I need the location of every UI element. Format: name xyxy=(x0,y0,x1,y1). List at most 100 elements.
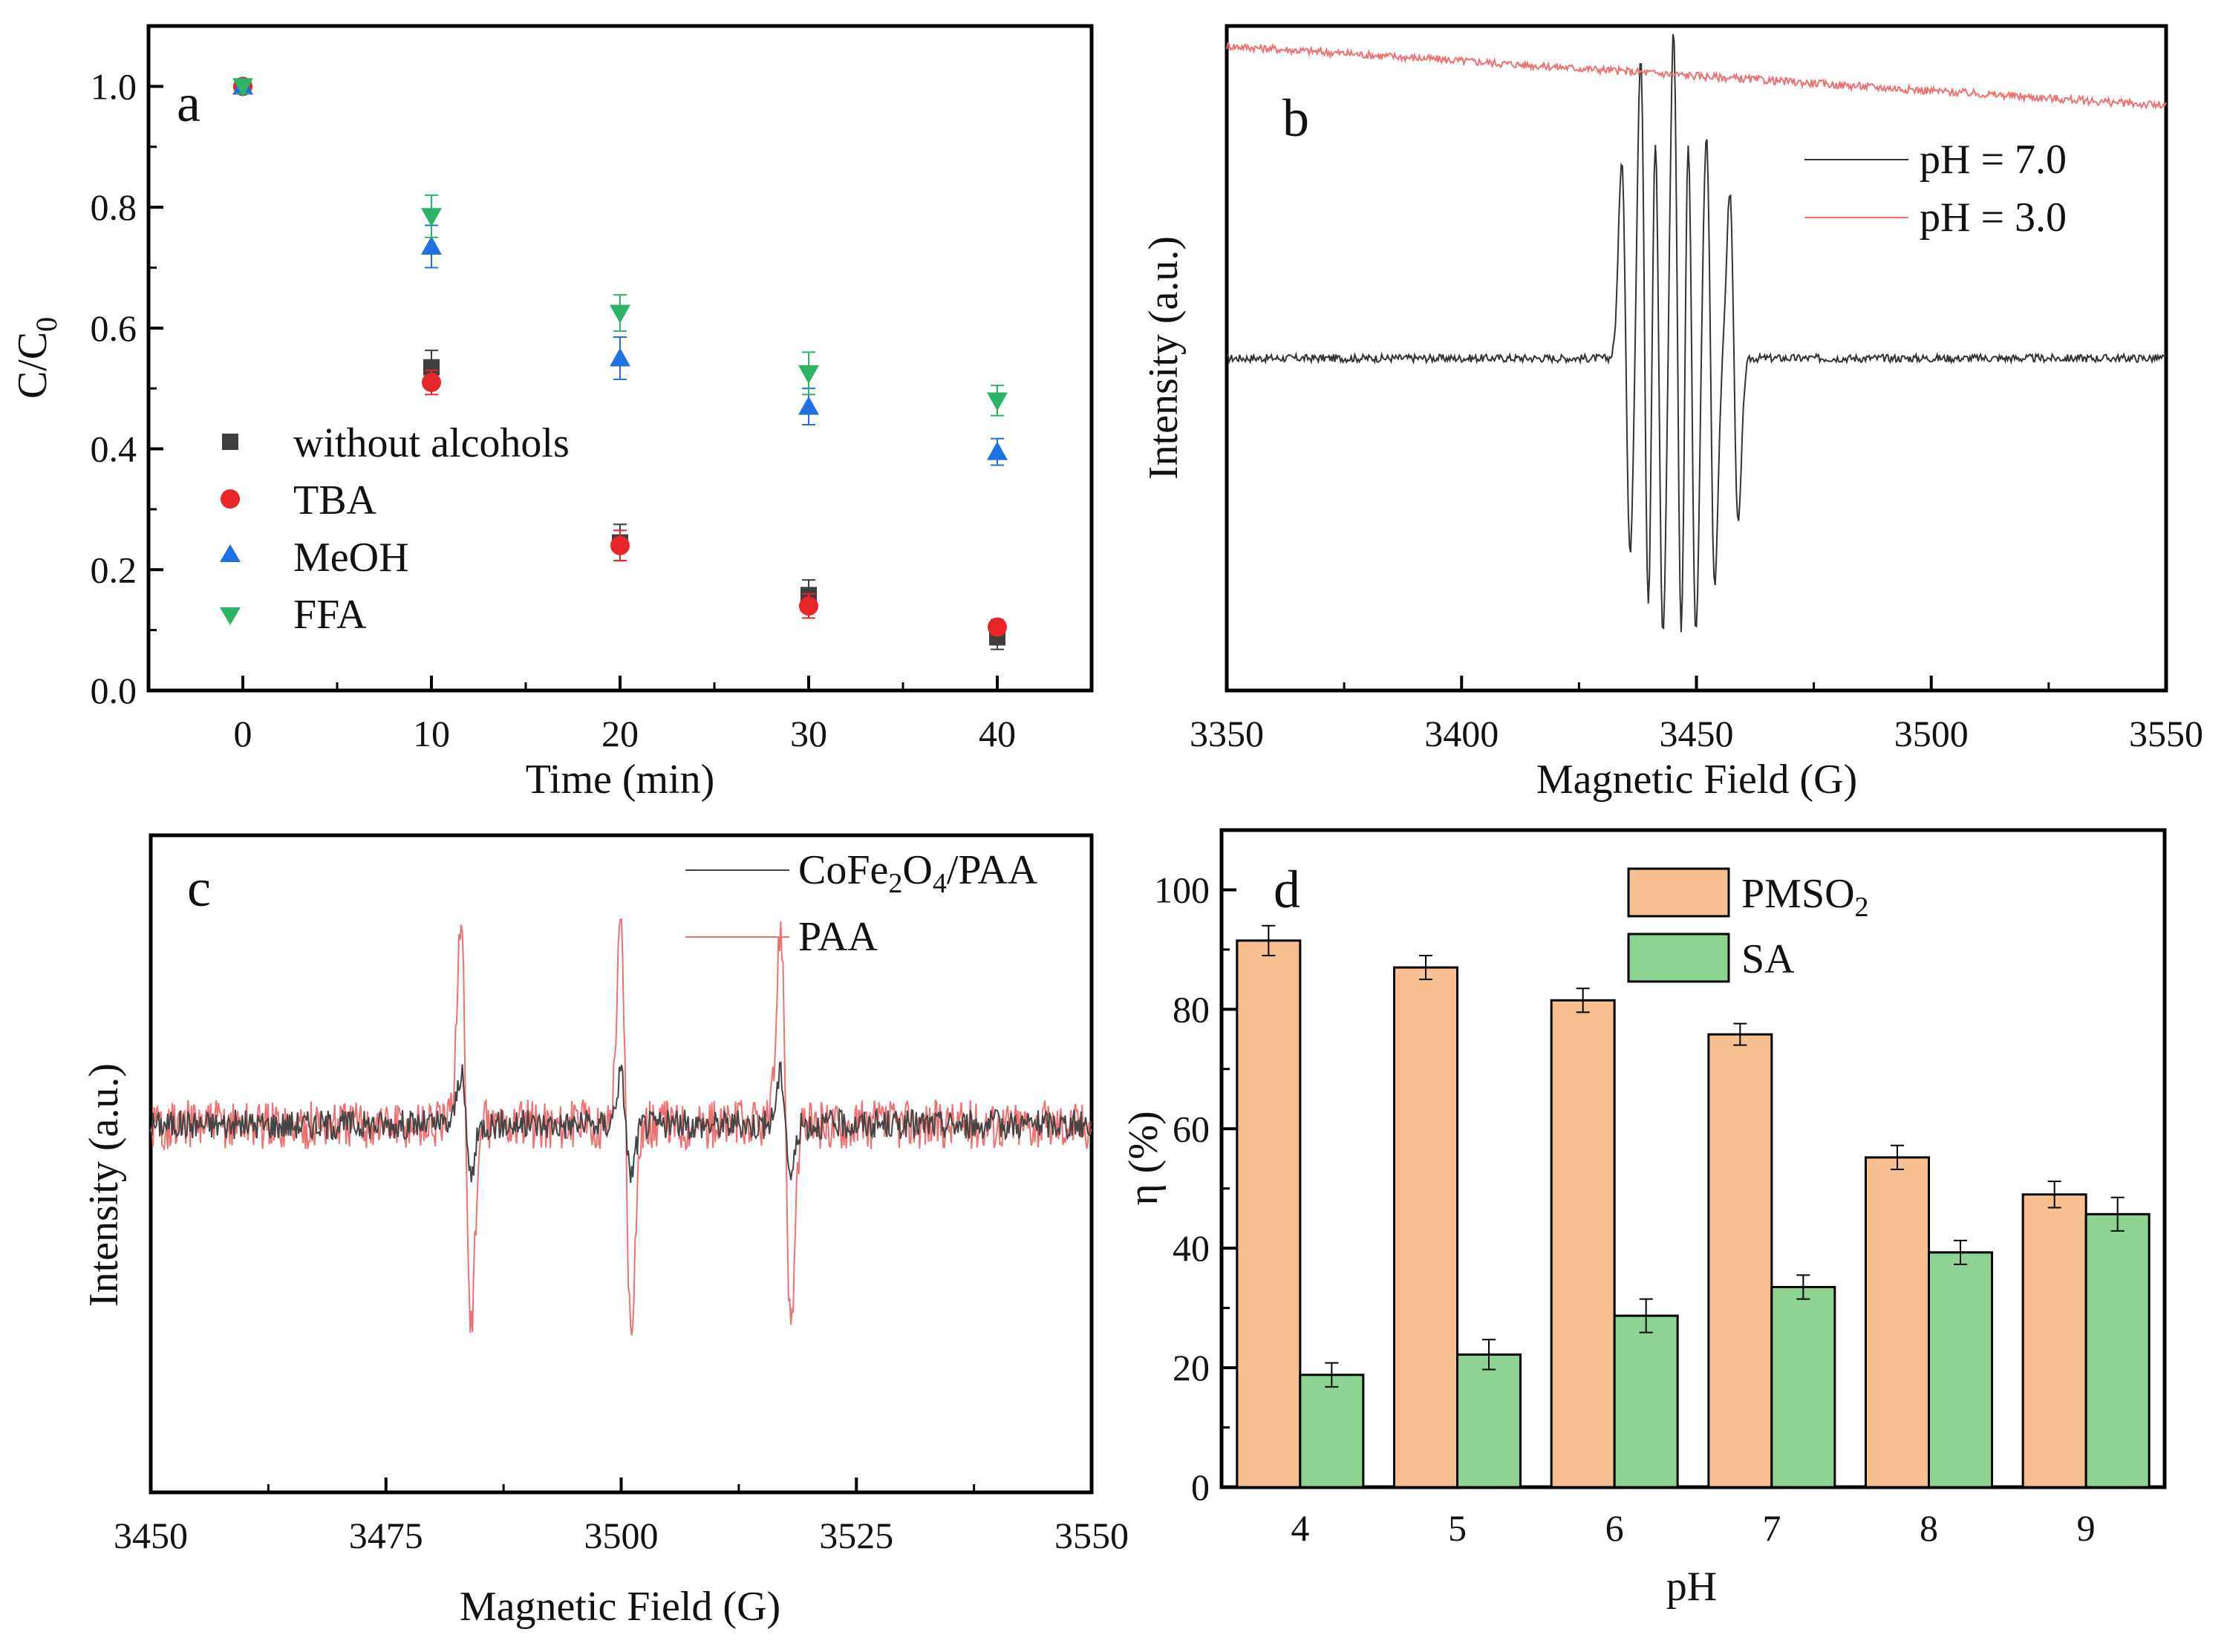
point-tba xyxy=(988,617,1007,637)
bar-pmso2 xyxy=(2021,1193,2087,1489)
x-axis-title-a: Time (min) xyxy=(526,757,715,803)
bar-pmso2 xyxy=(1865,1156,1930,1489)
x-tick-label-b: 3350 xyxy=(1190,713,1264,754)
x-tick-label-c: 3500 xyxy=(584,1515,659,1556)
x-tick-label-b: 3400 xyxy=(1424,713,1499,754)
legend-swatch-pmso2 xyxy=(1627,867,1730,918)
y-tick-label-d: 60 xyxy=(1173,1108,1210,1149)
y-axis-title-c: Intensity (a.u.) xyxy=(81,1063,127,1307)
x-tick-label-a: 0 xyxy=(234,713,252,754)
point-ffa xyxy=(610,304,630,324)
legend-label-ph7: pH = 7.0 xyxy=(1920,137,2067,183)
bar-pmso2 xyxy=(1550,999,1616,1489)
legend-marker-triangle-down xyxy=(220,607,241,625)
x-axis-title-b: Magnetic Field (G) xyxy=(1536,757,1857,803)
point-meoh xyxy=(798,396,819,415)
x-tick-label-d: 5 xyxy=(1448,1507,1467,1549)
legend-c: CoFe2O4/PAA PAA xyxy=(685,847,1038,960)
panel-letter-c: c xyxy=(187,858,211,918)
x-tick-label-a: 20 xyxy=(601,713,639,754)
bar-pmso2 xyxy=(1707,1033,1773,1489)
bar-pmso2 xyxy=(1236,939,1302,1489)
y-tick-label-a: 0.2 xyxy=(91,549,137,590)
legend-marker-square xyxy=(222,434,238,450)
y-tick-label-a: 0.8 xyxy=(91,186,137,228)
x-tick-label-a: 10 xyxy=(413,713,450,754)
bar-sa xyxy=(2084,1212,2151,1489)
plot-frame-c xyxy=(149,833,1094,1495)
legend-item-without-alcohols: without alcohols xyxy=(222,420,570,466)
point-ffa xyxy=(232,78,253,97)
bar-sa xyxy=(1928,1251,1993,1489)
point-ffa xyxy=(421,208,442,227)
y-tick-label-d: 20 xyxy=(1173,1347,1210,1388)
bar-pmso2 xyxy=(1393,966,1458,1489)
legend-marker-circle xyxy=(221,489,240,509)
plot-frame-d xyxy=(1219,828,2167,1489)
point-without-alcohols xyxy=(423,359,440,376)
point-meoh xyxy=(610,347,630,367)
spectrum-line-cofe2o4-paa xyxy=(150,1061,1092,1184)
legend-marker-triangle-up xyxy=(220,544,241,562)
point-tba xyxy=(610,535,630,555)
bar-sa xyxy=(1456,1353,1522,1489)
y-tick-label-a: 0.6 xyxy=(91,307,137,349)
bar-sa xyxy=(1770,1285,1836,1489)
legend-label-pmso2: PMSO2 xyxy=(1741,871,1869,923)
point-tba xyxy=(799,596,818,616)
y-tick-label-d: 80 xyxy=(1173,988,1210,1030)
legend-b: pH = 7.0 pH = 3.0 xyxy=(1804,137,2067,241)
bar-sa xyxy=(1299,1374,1365,1489)
y-tick-label-d: 0 xyxy=(1191,1466,1210,1508)
legend-label-sa: SA xyxy=(1741,936,1795,982)
x-tick-label-b: 3450 xyxy=(1660,713,1734,754)
x-axis-title-d: pH xyxy=(1666,1564,1717,1610)
panel-b: 3350 3400 3450 3500 3550 b Magnetic Field (G… xyxy=(1141,24,2203,803)
legend-label-ffa: FFA xyxy=(293,592,367,638)
y-axis-title-b: Intensity (a.u.) xyxy=(1141,236,1187,480)
x-tick-label-b: 3550 xyxy=(2129,713,2203,754)
legend-label-without-alcohols: without alcohols xyxy=(293,420,570,466)
panel-d: 0 20 40 60 80 100 4 5 6 7 8 9 d pH η (%) PMSO2 SA xyxy=(1121,828,2167,1610)
legend-a: without alcohols TBA MeOH FFA xyxy=(220,420,570,638)
y-tick-label-d: 40 xyxy=(1173,1227,1210,1269)
y-axis-title-d: η (%) xyxy=(1121,1111,1167,1205)
x-tick-label-c: 3450 xyxy=(114,1515,188,1556)
x-tick-label-c: 3475 xyxy=(349,1515,423,1556)
spectrum-line-ph3 xyxy=(1226,42,2167,110)
point-meoh xyxy=(987,441,1008,460)
x-tick-label-d: 6 xyxy=(1605,1507,1624,1549)
panel-letter-d: d xyxy=(1274,860,1300,919)
bar-sa xyxy=(1613,1314,1679,1489)
x-tick-label-b: 3500 xyxy=(1894,713,1969,754)
x-tick-label-d: 8 xyxy=(1920,1507,1938,1549)
y-tick-label-a: 1.0 xyxy=(91,65,137,107)
x-tick-label-a: 40 xyxy=(979,713,1016,754)
point-ffa xyxy=(987,392,1008,411)
panel-c: 3450 3475 3500 3525 3550 c Magnetic Field (G… xyxy=(81,833,1129,1630)
legend-label-ph3: pH = 3.0 xyxy=(1920,195,2067,241)
legend-label-cofe2o4-paa: CoFe2O4/PAA xyxy=(798,847,1038,899)
legend-d: PMSO2 SA xyxy=(1627,867,1869,983)
legend-label-paa: PAA xyxy=(798,914,878,960)
legend-item-ffa: FFA xyxy=(220,592,367,638)
y-tick-label-d: 100 xyxy=(1154,869,1210,910)
x-tick-label-a: 30 xyxy=(790,713,827,754)
legend-item-meoh: MeOH xyxy=(220,535,409,581)
x-tick-label-c: 3525 xyxy=(819,1515,893,1556)
x-tick-label-d: 4 xyxy=(1291,1507,1309,1549)
y-tick-label-a: 0.0 xyxy=(91,670,137,711)
y-tick-label-a: 0.4 xyxy=(91,428,137,470)
spectrum-line-ph7 xyxy=(1226,33,2167,633)
legend-swatch-sa xyxy=(1627,933,1730,983)
point-tba xyxy=(422,373,441,393)
point-meoh xyxy=(421,235,442,255)
y-axis-title-a: C/C0 xyxy=(10,317,63,399)
x-tick-label-d: 9 xyxy=(2077,1507,2096,1549)
x-axis-title-c: Magnetic Field (G) xyxy=(460,1584,780,1630)
legend-label-tba: TBA xyxy=(293,477,377,523)
panel-a: 0 10 20 30 40 0.0 0.2 0.4 0.6 0.8 1.0 a Time (min)… xyxy=(10,24,1094,803)
legend-label-meoh: MeOH xyxy=(293,535,409,581)
legend-item-tba: TBA xyxy=(221,477,377,523)
